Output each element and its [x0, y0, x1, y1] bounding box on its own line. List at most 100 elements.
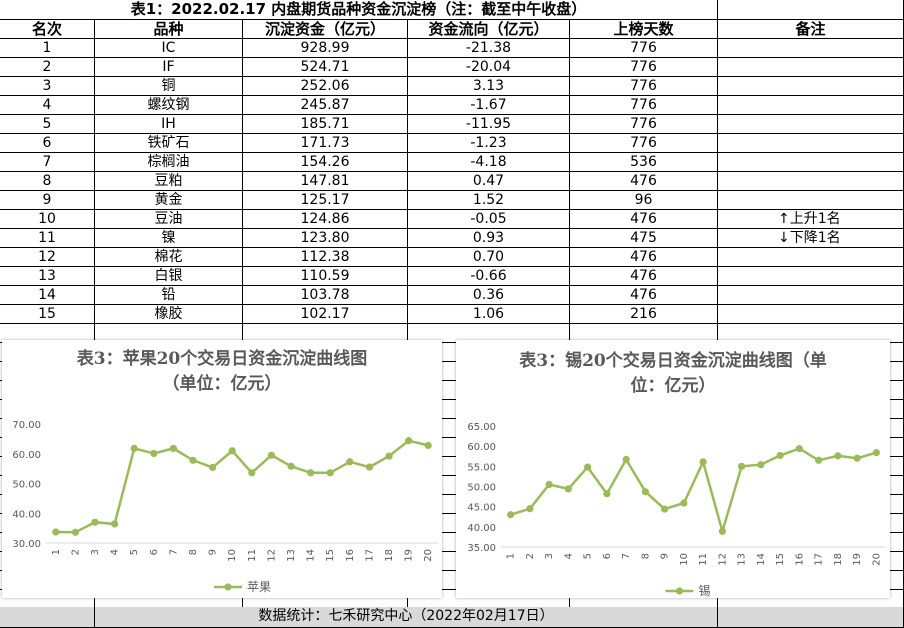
data-point: [71, 528, 79, 536]
data-point: [872, 449, 880, 457]
header-fund: 沉淀资金（亿元）: [243, 20, 408, 39]
cell-flow: 1.52: [408, 191, 570, 210]
cell-flow: -0.66: [408, 267, 570, 286]
cell-rank: 1: [0, 39, 95, 58]
footer-blank-cell: [718, 607, 904, 628]
cell-days: 476: [570, 267, 718, 286]
cell-name: 螺纹钢: [95, 96, 243, 115]
cell-flow: -11.95: [408, 115, 570, 134]
cell-rank: 7: [0, 153, 95, 172]
data-point: [795, 444, 803, 453]
cell-days: 475: [570, 229, 718, 248]
x-tick-label: 7: [168, 549, 179, 555]
x-tick-label: 19: [404, 549, 415, 562]
y-tick-label: 40.00: [12, 509, 41, 520]
x-tick-label: 11: [698, 553, 709, 566]
y-tick-label: 35.00: [467, 543, 496, 554]
data-point: [776, 451, 784, 460]
cell-days: 476: [570, 210, 718, 229]
x-tick-label: 14: [306, 549, 317, 562]
x-tick-label: 4: [563, 553, 574, 559]
cell-note: ↑上升1名: [718, 210, 904, 229]
cell-name: 豆油: [95, 210, 243, 229]
y-tick-label: 65.00: [467, 422, 496, 433]
cell-note: [718, 58, 904, 77]
cell-name: 镍: [95, 229, 243, 248]
data-point: [150, 449, 158, 458]
cell-fund: 185.71: [243, 115, 408, 134]
data-point: [111, 520, 119, 528]
cell-name: IC: [95, 39, 243, 58]
cell-days: 776: [570, 96, 718, 115]
cell-rank: 2: [0, 58, 95, 77]
title-blank-cell: [718, 0, 904, 20]
header-note: 备注: [718, 20, 904, 39]
x-tick-label: 6: [149, 549, 160, 555]
data-point: [738, 462, 746, 470]
cell-fund: 171.73: [243, 134, 408, 153]
data-point: [564, 485, 572, 493]
cell-note: ↓下降1名: [718, 229, 904, 248]
y-tick-label: 55.00: [467, 462, 496, 473]
cell-note: [718, 39, 904, 58]
y-tick-label: 45.00: [467, 503, 496, 514]
x-tick-label: 15: [775, 553, 786, 566]
footer-blank-cell: [0, 607, 95, 628]
cell-fund: 123.80: [243, 229, 408, 248]
cell-fund: 102.17: [243, 305, 408, 324]
data-point: [405, 437, 413, 445]
cell-fund: 110.59: [243, 267, 408, 286]
y-tick-label: 70.00: [12, 420, 41, 431]
cell-rank: 9: [0, 191, 95, 210]
legend-label: 锡: [699, 583, 711, 598]
footer-source: 数据统计：七禾研究中心（2022年02月17日）: [95, 607, 718, 628]
cell-flow: 0.36: [408, 286, 570, 305]
cell-rank: 14: [0, 286, 95, 305]
chart-apple-title-line2: （单位：亿元）: [162, 374, 282, 394]
data-point: [507, 511, 515, 519]
cell-days: 476: [570, 248, 718, 267]
x-tick-label: 18: [384, 549, 395, 562]
cell-flow: -20.04: [408, 58, 570, 77]
cell-note: [718, 191, 904, 210]
cell-fund: 112.38: [243, 248, 408, 267]
cell-rank: 4: [0, 96, 95, 115]
cell-days: 776: [570, 115, 718, 134]
cell-fund: 154.26: [243, 153, 408, 172]
data-point: [584, 463, 592, 471]
x-tick-label: 1: [51, 549, 62, 555]
cell-rank: 13: [0, 267, 95, 286]
x-tick-label: 3: [544, 553, 555, 559]
x-tick-label: 9: [208, 549, 219, 555]
data-point: [853, 454, 861, 462]
data-point: [209, 463, 217, 472]
header-rank: 名次: [0, 20, 95, 39]
cell-fund: 125.17: [243, 191, 408, 210]
cell-fund: 147.81: [243, 172, 408, 191]
x-tick-label: 6: [602, 553, 613, 559]
cell-flow: -4.18: [408, 153, 570, 172]
cell-days: 96: [570, 191, 718, 210]
y-tick-label: 50.00: [467, 483, 496, 494]
cell-flow: -1.23: [408, 134, 570, 153]
cell-name: 白银: [95, 267, 243, 286]
chart-apple-title-line1: 表3：苹果20个交易日资金沉淀曲线图: [76, 349, 368, 369]
cell-note: [718, 305, 904, 324]
cell-rank: 12: [0, 248, 95, 267]
y-tick-label: 60.00: [467, 442, 496, 453]
cell-flow: -21.38: [408, 39, 570, 58]
x-tick-label: 12: [266, 549, 277, 562]
data-point: [307, 469, 315, 477]
cell-rank: 6: [0, 134, 95, 153]
cell-note: [718, 248, 904, 267]
cell-days: 536: [570, 153, 718, 172]
cell-name: 棉花: [95, 248, 243, 267]
chart-tin-title-line2: 位：亿元）: [630, 376, 716, 396]
y-tick-label: 30.00: [12, 539, 41, 550]
cell-days: 216: [570, 305, 718, 324]
cell-note: [718, 267, 904, 286]
cell-flow: 0.47: [408, 172, 570, 191]
y-tick-label: 60.00: [12, 450, 41, 461]
cell-flow: 3.13: [408, 77, 570, 96]
